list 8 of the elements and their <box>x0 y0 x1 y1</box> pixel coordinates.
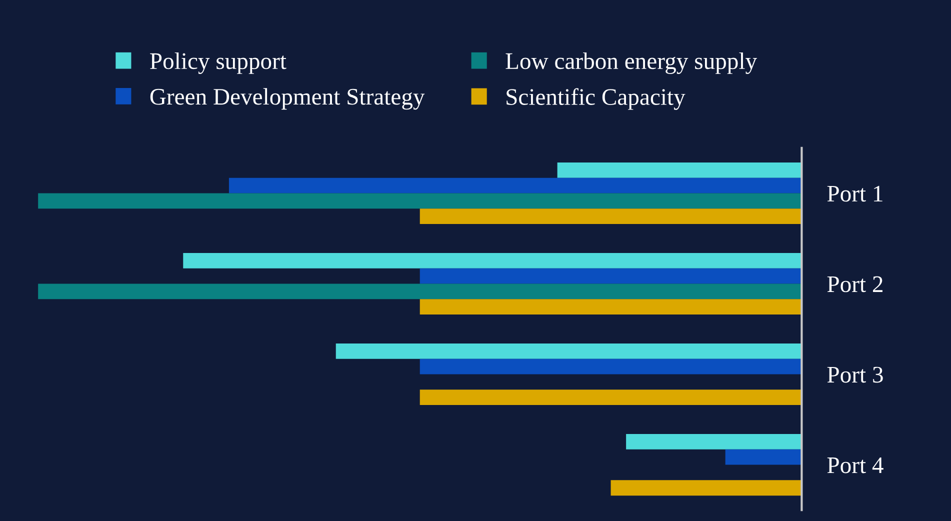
y-tick-label: Port 4 <box>827 457 884 474</box>
y-tick-label: Port 1 <box>827 186 882 202</box>
legend-label: Policy support <box>150 52 286 74</box>
legend-label: Low carbon energy supply <box>506 52 757 74</box>
y-tick-label: Port 3 <box>827 366 883 383</box>
y-tick-label: Port 2 <box>827 276 882 292</box>
legend-label: Scientific Capacity <box>506 88 686 110</box>
legend-label: Green Development Strategy <box>150 88 425 110</box>
